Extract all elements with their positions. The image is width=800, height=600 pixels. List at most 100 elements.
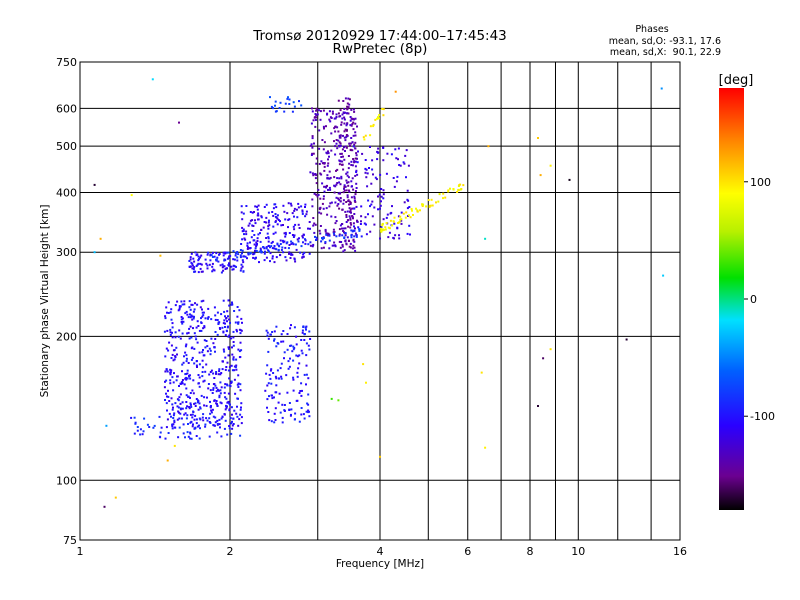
scatter-point xyxy=(216,431,219,434)
scatter-point xyxy=(371,159,374,162)
scatter-point xyxy=(208,435,211,438)
scatter-point xyxy=(347,181,350,184)
scatter-point xyxy=(322,246,325,249)
scatter-point xyxy=(192,268,195,271)
scatter-point xyxy=(211,256,214,258)
scatter-point xyxy=(403,201,406,204)
scatter-point xyxy=(298,392,301,394)
scatter-point xyxy=(240,349,243,352)
scatter-point xyxy=(239,332,242,335)
scatter-point xyxy=(293,228,296,231)
scatter-point xyxy=(207,383,210,385)
scatter-point xyxy=(379,173,382,176)
scatter-point xyxy=(305,410,308,413)
scatter-point xyxy=(358,229,361,232)
x-tick-label: 4 xyxy=(377,545,384,558)
scatter-point xyxy=(220,417,223,420)
scatter-point xyxy=(271,397,274,400)
scatter-point xyxy=(164,437,167,440)
scatter-point xyxy=(283,232,286,235)
scatter-point xyxy=(212,388,215,391)
scatter-point xyxy=(223,310,226,313)
scatter-point xyxy=(323,190,326,193)
scatter-point xyxy=(176,300,179,303)
scatter-point xyxy=(326,177,329,180)
scatter-point xyxy=(317,109,320,112)
scatter-point xyxy=(201,366,204,369)
scatter-point xyxy=(232,250,235,253)
scatter-point xyxy=(337,112,340,115)
scatter-point xyxy=(307,409,310,412)
scatter-point xyxy=(305,328,307,331)
scatter-point xyxy=(398,221,401,223)
scatter-point xyxy=(405,176,407,179)
scatter-point xyxy=(178,385,180,387)
scatter-point xyxy=(190,336,193,339)
scatter-point xyxy=(204,423,207,426)
scatter-point xyxy=(340,175,343,178)
scatter-point xyxy=(281,246,284,249)
scatter-point xyxy=(283,210,286,213)
scatter-point xyxy=(339,115,342,118)
scatter-point xyxy=(309,227,311,230)
scatter-point xyxy=(189,377,192,380)
scatter-point xyxy=(237,321,240,324)
scatter-point xyxy=(316,238,319,241)
scatter-point xyxy=(374,118,377,121)
scatter-point xyxy=(246,242,249,245)
scatter-point xyxy=(335,116,338,118)
scatter-point xyxy=(293,347,296,349)
scatter-point xyxy=(394,148,397,151)
scatter-point xyxy=(176,353,178,356)
scatter-point xyxy=(215,371,218,373)
scatter-point xyxy=(372,123,375,126)
scatter-point xyxy=(333,184,336,187)
scatter-point xyxy=(218,370,221,373)
scatter-point xyxy=(277,248,280,251)
scatter-point xyxy=(346,210,349,213)
scatter-point xyxy=(271,331,274,333)
scatter-point xyxy=(190,405,193,408)
scatter-point xyxy=(370,182,373,185)
scatter-point xyxy=(213,377,216,379)
scatter-point xyxy=(285,374,288,377)
scatter-point xyxy=(399,218,402,221)
scatter-point xyxy=(280,377,283,380)
scatter-point xyxy=(334,125,337,128)
scatter-point xyxy=(335,183,338,186)
scatter-point xyxy=(350,124,353,127)
scatter-point xyxy=(164,317,167,320)
scatter-point xyxy=(222,348,225,351)
scatter-point xyxy=(199,407,202,410)
scatter-point xyxy=(166,329,169,332)
scatter-point xyxy=(282,330,285,332)
scatter-point xyxy=(301,331,304,334)
scatter-point xyxy=(201,416,204,419)
scatter-point xyxy=(301,256,304,259)
scatter-point xyxy=(301,235,304,238)
scatter-point xyxy=(376,117,378,120)
scatter-point xyxy=(217,260,220,263)
scatter-point xyxy=(171,336,174,339)
scatter-point xyxy=(399,215,402,218)
scatter-point xyxy=(196,303,199,306)
scatter-point xyxy=(274,213,277,215)
scatter-point xyxy=(185,354,188,357)
scatter-point xyxy=(437,200,440,203)
scatter-point xyxy=(350,142,352,145)
scatter-point xyxy=(344,234,347,237)
scatter-point xyxy=(262,226,265,229)
scatter-point xyxy=(320,160,323,163)
scatter-point xyxy=(194,427,197,430)
scatter-point xyxy=(265,221,268,224)
scatter-point xyxy=(288,365,291,368)
scatter-point xyxy=(344,139,347,142)
scatter-point xyxy=(223,391,226,394)
scatter-point xyxy=(239,413,242,416)
scatter-point xyxy=(371,215,374,218)
scatter-point xyxy=(339,246,342,249)
scatter-point xyxy=(312,174,315,177)
scatter-point xyxy=(338,240,341,243)
scatter-point xyxy=(342,191,345,194)
